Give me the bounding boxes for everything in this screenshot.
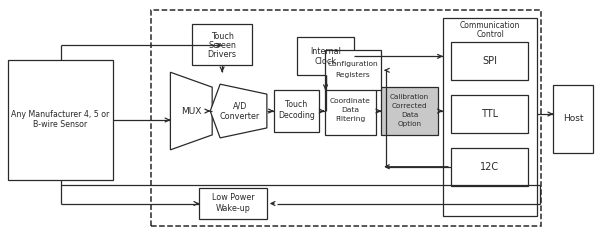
Bar bbox=[199, 188, 267, 219]
Bar bbox=[451, 148, 529, 186]
Text: Decoding: Decoding bbox=[278, 110, 314, 120]
Text: Control: Control bbox=[476, 30, 504, 39]
Bar bbox=[381, 87, 438, 135]
Text: 12C: 12C bbox=[480, 162, 499, 172]
Bar bbox=[8, 60, 113, 180]
Polygon shape bbox=[170, 72, 212, 150]
Text: TTL: TTL bbox=[481, 109, 498, 119]
Text: Registers: Registers bbox=[335, 72, 370, 78]
Text: Corrected: Corrected bbox=[392, 103, 427, 109]
Text: Any Manufacturer 4, 5 or: Any Manufacturer 4, 5 or bbox=[11, 110, 110, 118]
Text: Communication: Communication bbox=[460, 21, 520, 30]
Text: Converter: Converter bbox=[220, 112, 260, 121]
Text: Filtering: Filtering bbox=[335, 116, 365, 122]
Text: Coordinate: Coordinate bbox=[330, 98, 371, 104]
Bar bbox=[443, 18, 538, 216]
Text: Drivers: Drivers bbox=[208, 50, 236, 59]
Bar bbox=[325, 87, 376, 135]
Text: MUX: MUX bbox=[181, 106, 202, 116]
Bar bbox=[451, 95, 529, 133]
Bar bbox=[274, 90, 319, 132]
Text: Low Power: Low Power bbox=[212, 193, 254, 202]
Bar bbox=[151, 10, 541, 226]
Text: A/D: A/D bbox=[233, 102, 247, 110]
Text: Clock: Clock bbox=[314, 57, 337, 66]
Text: Configuration: Configuration bbox=[328, 61, 378, 67]
Bar bbox=[451, 43, 529, 80]
Text: Data: Data bbox=[401, 112, 418, 118]
Bar bbox=[325, 50, 381, 90]
Text: Internal: Internal bbox=[310, 47, 341, 56]
Bar bbox=[297, 37, 355, 75]
Text: Calibration: Calibration bbox=[390, 94, 429, 100]
Text: SPI: SPI bbox=[482, 56, 497, 66]
Text: Data: Data bbox=[341, 107, 359, 113]
Text: Wake-up: Wake-up bbox=[215, 204, 250, 213]
Text: Host: Host bbox=[563, 114, 583, 123]
Text: Touch: Touch bbox=[211, 32, 233, 41]
Bar bbox=[553, 85, 593, 153]
Bar bbox=[192, 24, 252, 65]
Text: Touch: Touch bbox=[285, 100, 307, 109]
Text: Option: Option bbox=[398, 121, 422, 127]
Text: B-wire Sensor: B-wire Sensor bbox=[34, 121, 88, 129]
Polygon shape bbox=[210, 84, 267, 138]
Text: Screen: Screen bbox=[208, 41, 236, 50]
